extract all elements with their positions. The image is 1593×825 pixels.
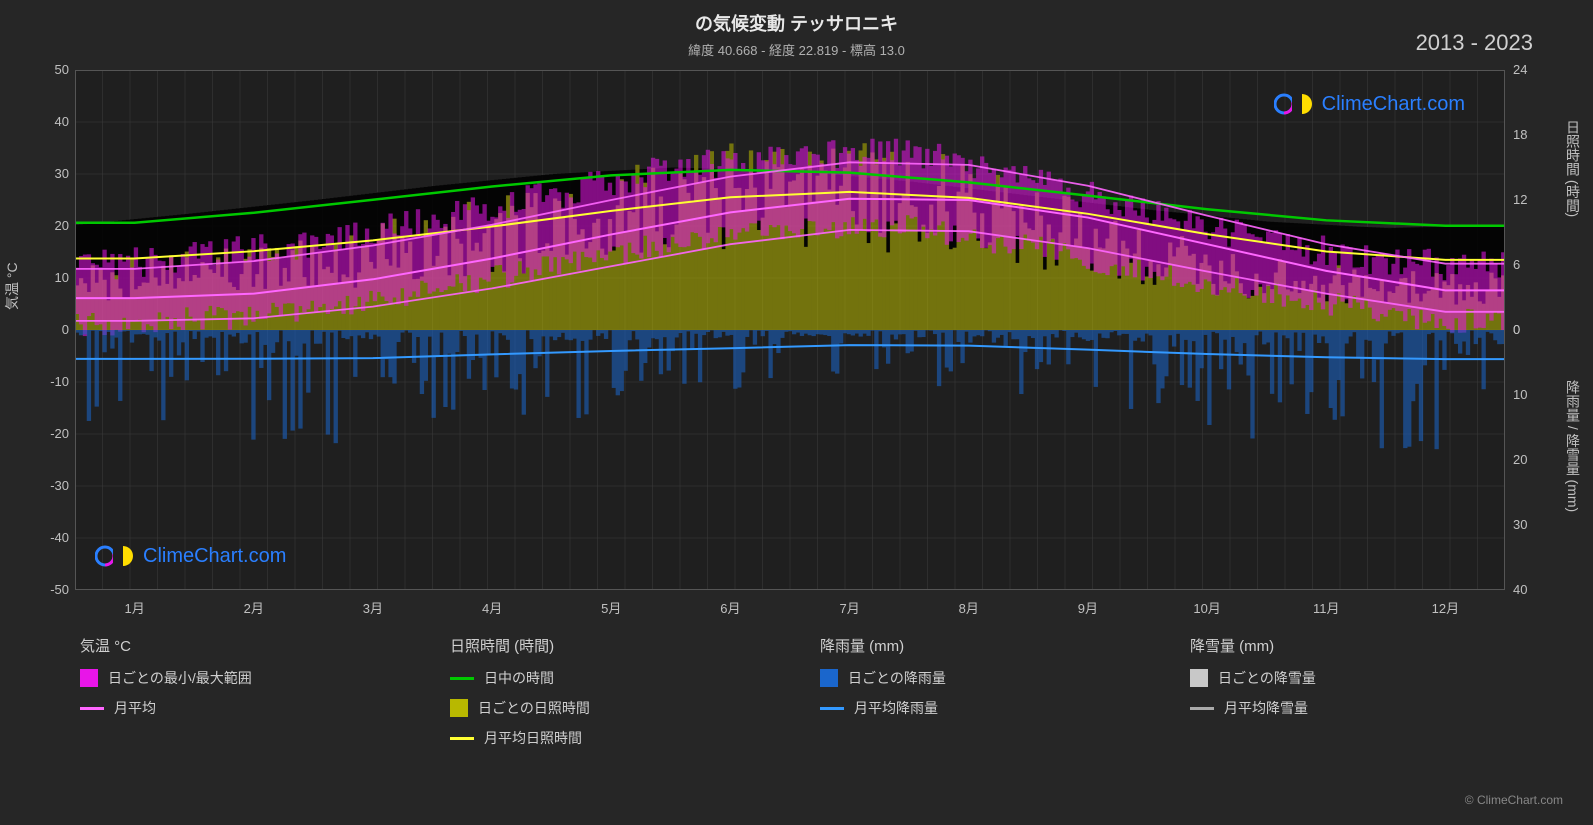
legend-label: 日ごとの日照時間 [478, 698, 590, 718]
legend-item: 日ごとの降雪量 [1190, 668, 1540, 688]
legend-label: 月平均降雪量 [1224, 698, 1308, 718]
legend-item: 日中の時間 [450, 668, 800, 688]
x-tick: 10月 [1193, 598, 1220, 617]
x-tick: 1月 [124, 598, 144, 617]
legend-swatch [820, 707, 844, 710]
legend-swatch [80, 707, 104, 710]
footer-credit: © ClimeChart.com [1465, 793, 1563, 807]
watermark-text: ClimeChart.com [1322, 93, 1465, 116]
y-right-bottom-tick: 20 [1513, 452, 1527, 467]
legend-item: 月平均降雨量 [820, 698, 1170, 718]
legend-group: 日照時間 (時間) 日中の時間日ごとの日照時間月平均日照時間 [450, 635, 800, 758]
legend-label: 日ごとの最小/最大範囲 [108, 668, 252, 688]
y-left-tick: 0 [62, 322, 69, 337]
y-left-tick: 50 [55, 62, 69, 77]
legend-group: 降雪量 (mm) 日ごとの降雪量月平均降雪量 [1190, 635, 1540, 758]
legend-swatch [1190, 707, 1214, 710]
chart-title: の気候変動 テッサロニキ [0, 0, 1593, 36]
y-axis-right-top-label: 日照時間 (時間) [1563, 120, 1583, 217]
x-tick: 9月 [1078, 598, 1098, 617]
x-tick: 8月 [959, 598, 979, 617]
legend-header: 日照時間 (時間) [450, 635, 800, 656]
legend-item: 日ごとの最小/最大範囲 [80, 668, 430, 688]
legend-item: 月平均降雪量 [1190, 698, 1540, 718]
y-left-tick: 20 [55, 218, 69, 233]
y-right-bottom-tick: 10 [1513, 387, 1527, 402]
y-left-tick: 10 [55, 270, 69, 285]
y-axis-left-label: 気温 °C [2, 262, 22, 310]
y-right-bottom-tick: 30 [1513, 517, 1527, 532]
legend-group: 気温 °C 日ごとの最小/最大範囲月平均 [80, 635, 430, 758]
chart-svg [75, 70, 1505, 590]
y-left-tick: 40 [55, 114, 69, 129]
watermark-bottom: ClimeChart.com [95, 542, 286, 570]
x-tick: 12月 [1432, 598, 1459, 617]
legend-item: 月平均 [80, 698, 430, 718]
x-tick: 5月 [601, 598, 621, 617]
watermark-text: ClimeChart.com [143, 545, 286, 568]
y-right-bottom-tick: 40 [1513, 582, 1527, 597]
y-right-top-tick: 24 [1513, 62, 1527, 77]
y-right-top-tick: 12 [1513, 192, 1527, 207]
legend-label: 日ごとの降雪量 [1218, 668, 1316, 688]
legend-swatch [450, 677, 474, 680]
legend: 気温 °C 日ごとの最小/最大範囲月平均 日照時間 (時間) 日中の時間日ごとの日照時… [80, 635, 1540, 758]
x-tick: 4月 [482, 598, 502, 617]
legend-label: 月平均 [114, 698, 156, 718]
y-right-top-tick: 18 [1513, 127, 1527, 142]
legend-item: 日ごとの日照時間 [450, 698, 800, 718]
legend-label: 月平均降雨量 [854, 698, 938, 718]
legend-swatch [1190, 669, 1208, 687]
x-tick: 7月 [839, 598, 859, 617]
legend-label: 日ごとの降雨量 [848, 668, 946, 688]
x-tick: 2月 [244, 598, 264, 617]
legend-header: 気温 °C [80, 635, 430, 656]
legend-item: 日ごとの降雨量 [820, 668, 1170, 688]
y-left-tick: -40 [50, 530, 69, 545]
x-tick: 11月 [1313, 598, 1340, 617]
chart-plot-area: ClimeChart.com ClimeChart.com [75, 70, 1505, 590]
legend-header: 降雪量 (mm) [1190, 635, 1540, 656]
legend-label: 日中の時間 [484, 668, 554, 688]
y-left-tick: -10 [50, 374, 69, 389]
legend-swatch [450, 699, 468, 717]
y-left-tick: -50 [50, 582, 69, 597]
x-axis-labels: 1月 2月 3月 4月 5月 6月 7月 8月 9月 10月 11月 12月 [75, 598, 1505, 618]
x-tick: 3月 [363, 598, 383, 617]
chart-subtitle: 緯度 40.668 - 経度 22.819 - 標高 13.0 [0, 36, 1593, 59]
watermark-top: ClimeChart.com [1274, 90, 1465, 118]
legend-swatch [820, 669, 838, 687]
legend-group: 降雨量 (mm) 日ごとの降雨量月平均降雨量 [820, 635, 1170, 758]
legend-header: 降雨量 (mm) [820, 635, 1170, 656]
period-label: 2013 - 2023 [1416, 30, 1533, 56]
legend-item: 月平均日照時間 [450, 728, 800, 748]
y-left-tick: 30 [55, 166, 69, 181]
legend-swatch [450, 737, 474, 740]
y-right-top-tick: 6 [1513, 257, 1520, 272]
legend-swatch [80, 669, 98, 687]
y-left-tick: -30 [50, 478, 69, 493]
y-axis-right-bottom-label: 降雨量 / 降雪量 (mm) [1563, 380, 1583, 512]
legend-label: 月平均日照時間 [484, 728, 582, 748]
y-left-tick: -20 [50, 426, 69, 441]
y-right-bottom-tick: 0 [1513, 322, 1520, 337]
x-tick: 6月 [720, 598, 740, 617]
